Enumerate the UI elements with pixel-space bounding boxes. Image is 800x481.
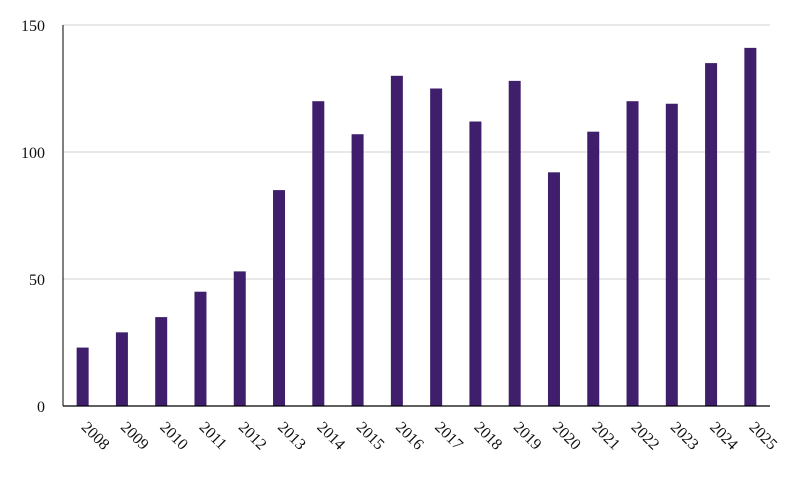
bar <box>587 131 600 406</box>
bar <box>665 103 678 407</box>
bar <box>430 88 443 406</box>
x-tick-label: 2022 <box>628 419 663 454</box>
bar <box>351 134 364 406</box>
bar <box>76 347 89 406</box>
x-tick-label: 2020 <box>549 419 584 454</box>
x-tick-label: 2010 <box>156 419 191 454</box>
bar <box>547 172 560 406</box>
x-tick-label: 2016 <box>392 419 427 454</box>
axes <box>62 25 770 407</box>
x-tick-label: 2011 <box>196 419 230 453</box>
bar <box>469 121 482 407</box>
y-tick-labels: 0 50 100 150 <box>21 18 45 416</box>
bar <box>233 271 246 406</box>
bar <box>626 101 639 406</box>
x-tick-label: 2013 <box>274 419 309 454</box>
gridlines <box>63 24 770 280</box>
y-tick-label: 50 <box>29 272 45 289</box>
bar <box>390 75 403 407</box>
y-tick-label: 100 <box>21 145 45 162</box>
x-tick-label: 2009 <box>117 419 152 454</box>
x-tick-label: 2025 <box>746 419 781 454</box>
x-tick-label: 2015 <box>353 419 388 454</box>
bars <box>76 47 757 407</box>
bar <box>273 190 286 406</box>
x-tick-labels: 2008 2009 2010 2011 2012 2013 2014 2015 2016 2017… <box>78 419 780 454</box>
x-tick-label: 2024 <box>706 419 741 454</box>
bar <box>194 291 207 406</box>
y-tick-label: 0 <box>37 399 45 416</box>
y-tick-label: 150 <box>21 18 45 35</box>
x-tick-label: 2014 <box>313 419 348 454</box>
bar <box>115 332 128 406</box>
x-tick-label: 2021 <box>588 419 623 454</box>
bar <box>312 101 325 406</box>
bar <box>155 317 168 406</box>
x-tick-label: 2017 <box>431 419 466 454</box>
x-tick-label: 2008 <box>78 419 113 454</box>
bar <box>705 63 718 406</box>
x-tick-label: 2012 <box>235 419 270 454</box>
x-tick-label: 2018 <box>471 419 506 454</box>
x-tick-label: 2023 <box>667 419 702 454</box>
bar <box>744 47 757 407</box>
x-tick-label: 2019 <box>510 419 545 454</box>
bar <box>508 80 521 406</box>
